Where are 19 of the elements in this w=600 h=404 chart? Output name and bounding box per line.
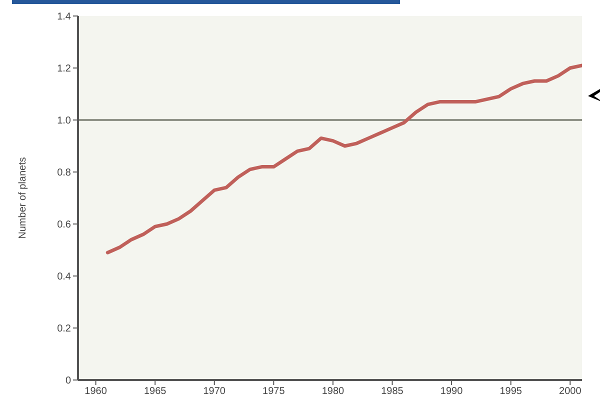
y-axis-title: Number of planets [18,157,29,239]
y-tick-label: 0.6 [57,220,72,231]
x-tick-label: 1980 [322,386,345,398]
x-tick-label: 1965 [144,386,167,398]
y-tick-label: 1.4 [57,12,72,23]
x-tick-label: 1970 [203,386,226,398]
y-tick-label: 1.0 [57,116,72,127]
y-tick-label: 0.4 [57,272,72,283]
y-tick-label: 1.2 [57,64,72,75]
y-tick-label: 0.2 [57,324,72,335]
x-tick-label: 1985 [381,386,404,398]
x-tick-label: 1995 [500,386,522,398]
x-tick-label: 1960 [84,386,108,398]
y-tick-label: 0 [65,376,72,387]
x-tick-label: 2000 [559,386,582,398]
y-tick-label: 0.8 [57,168,72,179]
x-tick-label: 1990 [440,386,464,398]
x-tick-label: 1975 [262,386,286,398]
line-series [106,64,582,254]
